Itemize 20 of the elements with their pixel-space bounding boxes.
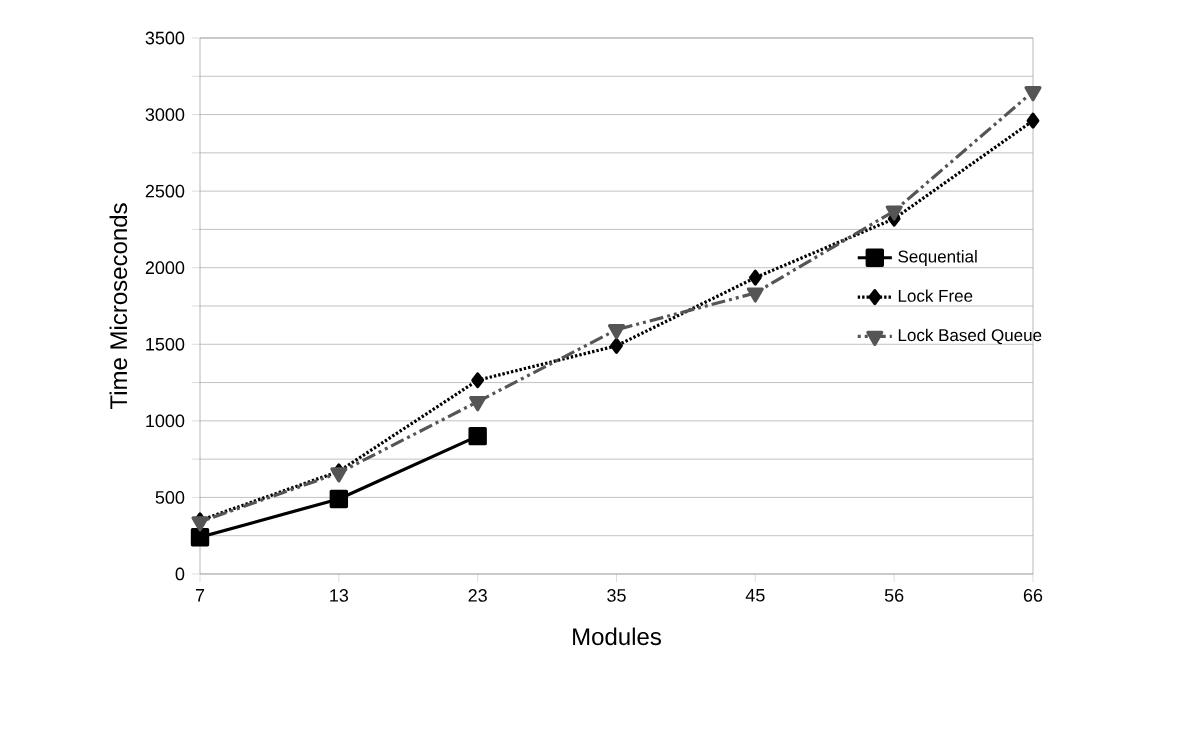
y-tick-label: 1000 — [146, 414, 185, 428]
y-axis-title: Time Microseconds — [109, 203, 128, 410]
y-tick-label: 0 — [175, 567, 185, 581]
y-tick-label: 3500 — [145, 31, 185, 45]
x-axis-title: Modules — [573, 627, 661, 646]
x-tick-label: 35 — [607, 589, 626, 602]
y-tick-label: 3000 — [145, 108, 185, 121]
x-tick-label: 23 — [468, 589, 487, 602]
y-tick-label: 2000 — [145, 261, 185, 275]
x-tick-label: 45 — [745, 589, 765, 602]
y-tick-label: 500 — [155, 491, 185, 504]
y-tick-label: 1500 — [146, 337, 185, 351]
legend-label: Sequential — [898, 250, 977, 266]
y-tick-label: 2500 — [145, 184, 185, 198]
x-tick-label: 7 — [195, 589, 205, 602]
legend-label: Lock Based Queue — [898, 328, 1042, 345]
legend-label: Lock Free — [898, 289, 973, 302]
x-tick-label: 56 — [884, 589, 904, 602]
x-tick-label: 66 — [1023, 589, 1043, 602]
x-tick-label: 13 — [330, 589, 349, 602]
